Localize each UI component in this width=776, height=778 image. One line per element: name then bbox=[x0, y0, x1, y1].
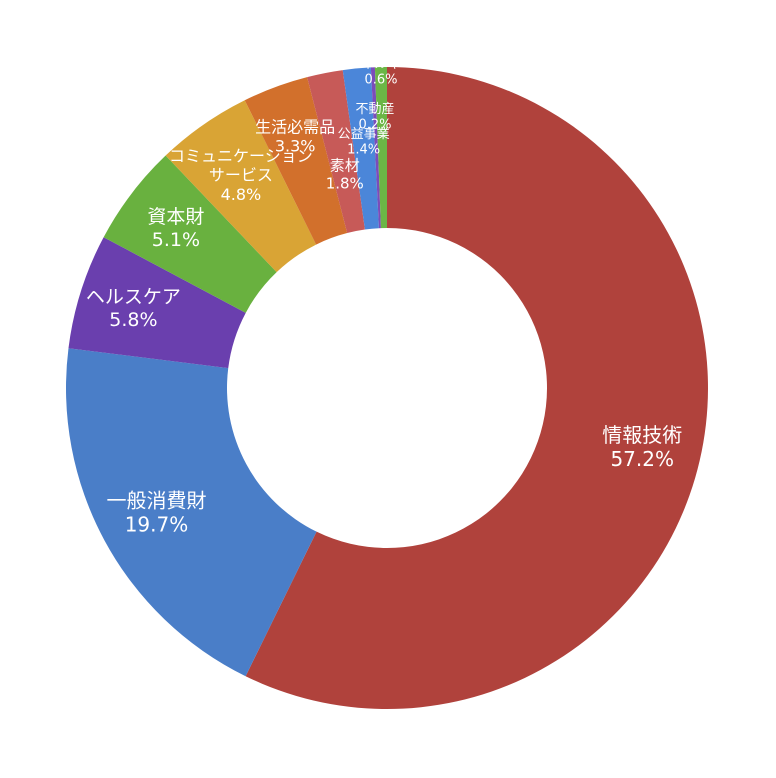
slice-name-0: 情報技術 bbox=[602, 423, 682, 447]
slice-value-1: 19.7% bbox=[125, 513, 189, 537]
slice-7 bbox=[342, 67, 379, 230]
slice-label-8: 不動産 0.2% bbox=[356, 101, 395, 133]
slice-value-2: 5.8% bbox=[109, 309, 157, 331]
slice-label-6: 素材 1.8% bbox=[326, 156, 364, 192]
slice-5 bbox=[244, 77, 348, 245]
chart-slices bbox=[66, 67, 708, 709]
slice-name-3: 資本財 bbox=[147, 206, 204, 228]
slice-name-1: 一般消費財 bbox=[106, 489, 206, 513]
slice-value-4: 4.8% bbox=[221, 185, 262, 204]
slice-1 bbox=[66, 348, 317, 677]
slice-name-2: ヘルスケア bbox=[86, 286, 181, 308]
slice-8 bbox=[370, 67, 381, 229]
slice-label-1: 一般消費財 19.7% bbox=[106, 489, 206, 537]
slice-name-4: コミュニケーション bbox=[169, 146, 313, 165]
slice-name-7: 公益事業 bbox=[338, 126, 390, 142]
slice-value-0: 57.2% bbox=[610, 447, 674, 471]
slice-label-4: コミュニケーションサービス 4.8% bbox=[169, 146, 313, 203]
slice-0 bbox=[245, 67, 708, 709]
slice-name-6: 素材 bbox=[330, 156, 360, 174]
slice-label-5: 生活必需品 3.3% bbox=[255, 117, 335, 155]
slice-label-7: 公益事業 1.4% bbox=[338, 126, 390, 158]
slice-4 bbox=[165, 100, 317, 273]
slice-label-9: エネルギー 0.6% bbox=[349, 57, 414, 88]
slice-value-7: 1.4% bbox=[347, 142, 380, 157]
slice-value-9: 0.6% bbox=[365, 72, 398, 87]
slice-value-6: 1.8% bbox=[326, 174, 364, 192]
slice-name-9: エネルギー bbox=[349, 57, 414, 72]
slice-value-5: 3.3% bbox=[275, 137, 316, 156]
slice-label-2: ヘルスケア 5.8% bbox=[86, 286, 181, 331]
slice-9 bbox=[374, 67, 387, 229]
slice-name-5: 生活必需品 bbox=[255, 117, 335, 136]
slice-name-4: サービス bbox=[209, 166, 273, 185]
slice-value-8: 0.2% bbox=[359, 118, 392, 133]
slice-6 bbox=[307, 70, 365, 234]
slice-name-8: 不動産 bbox=[356, 101, 395, 117]
slice-label-0: 情報技術 57.2% bbox=[602, 423, 682, 471]
slice-label-3: 資本財 5.1% bbox=[147, 206, 204, 251]
slice-3 bbox=[103, 155, 277, 313]
chart-labels: 情報技術 57.2%一般消費財 19.7%ヘルスケア 5.8%資本財 5.1%コミュニケ… bbox=[86, 57, 682, 537]
slice-2 bbox=[68, 237, 246, 369]
slice-value-3: 5.1% bbox=[152, 229, 200, 251]
